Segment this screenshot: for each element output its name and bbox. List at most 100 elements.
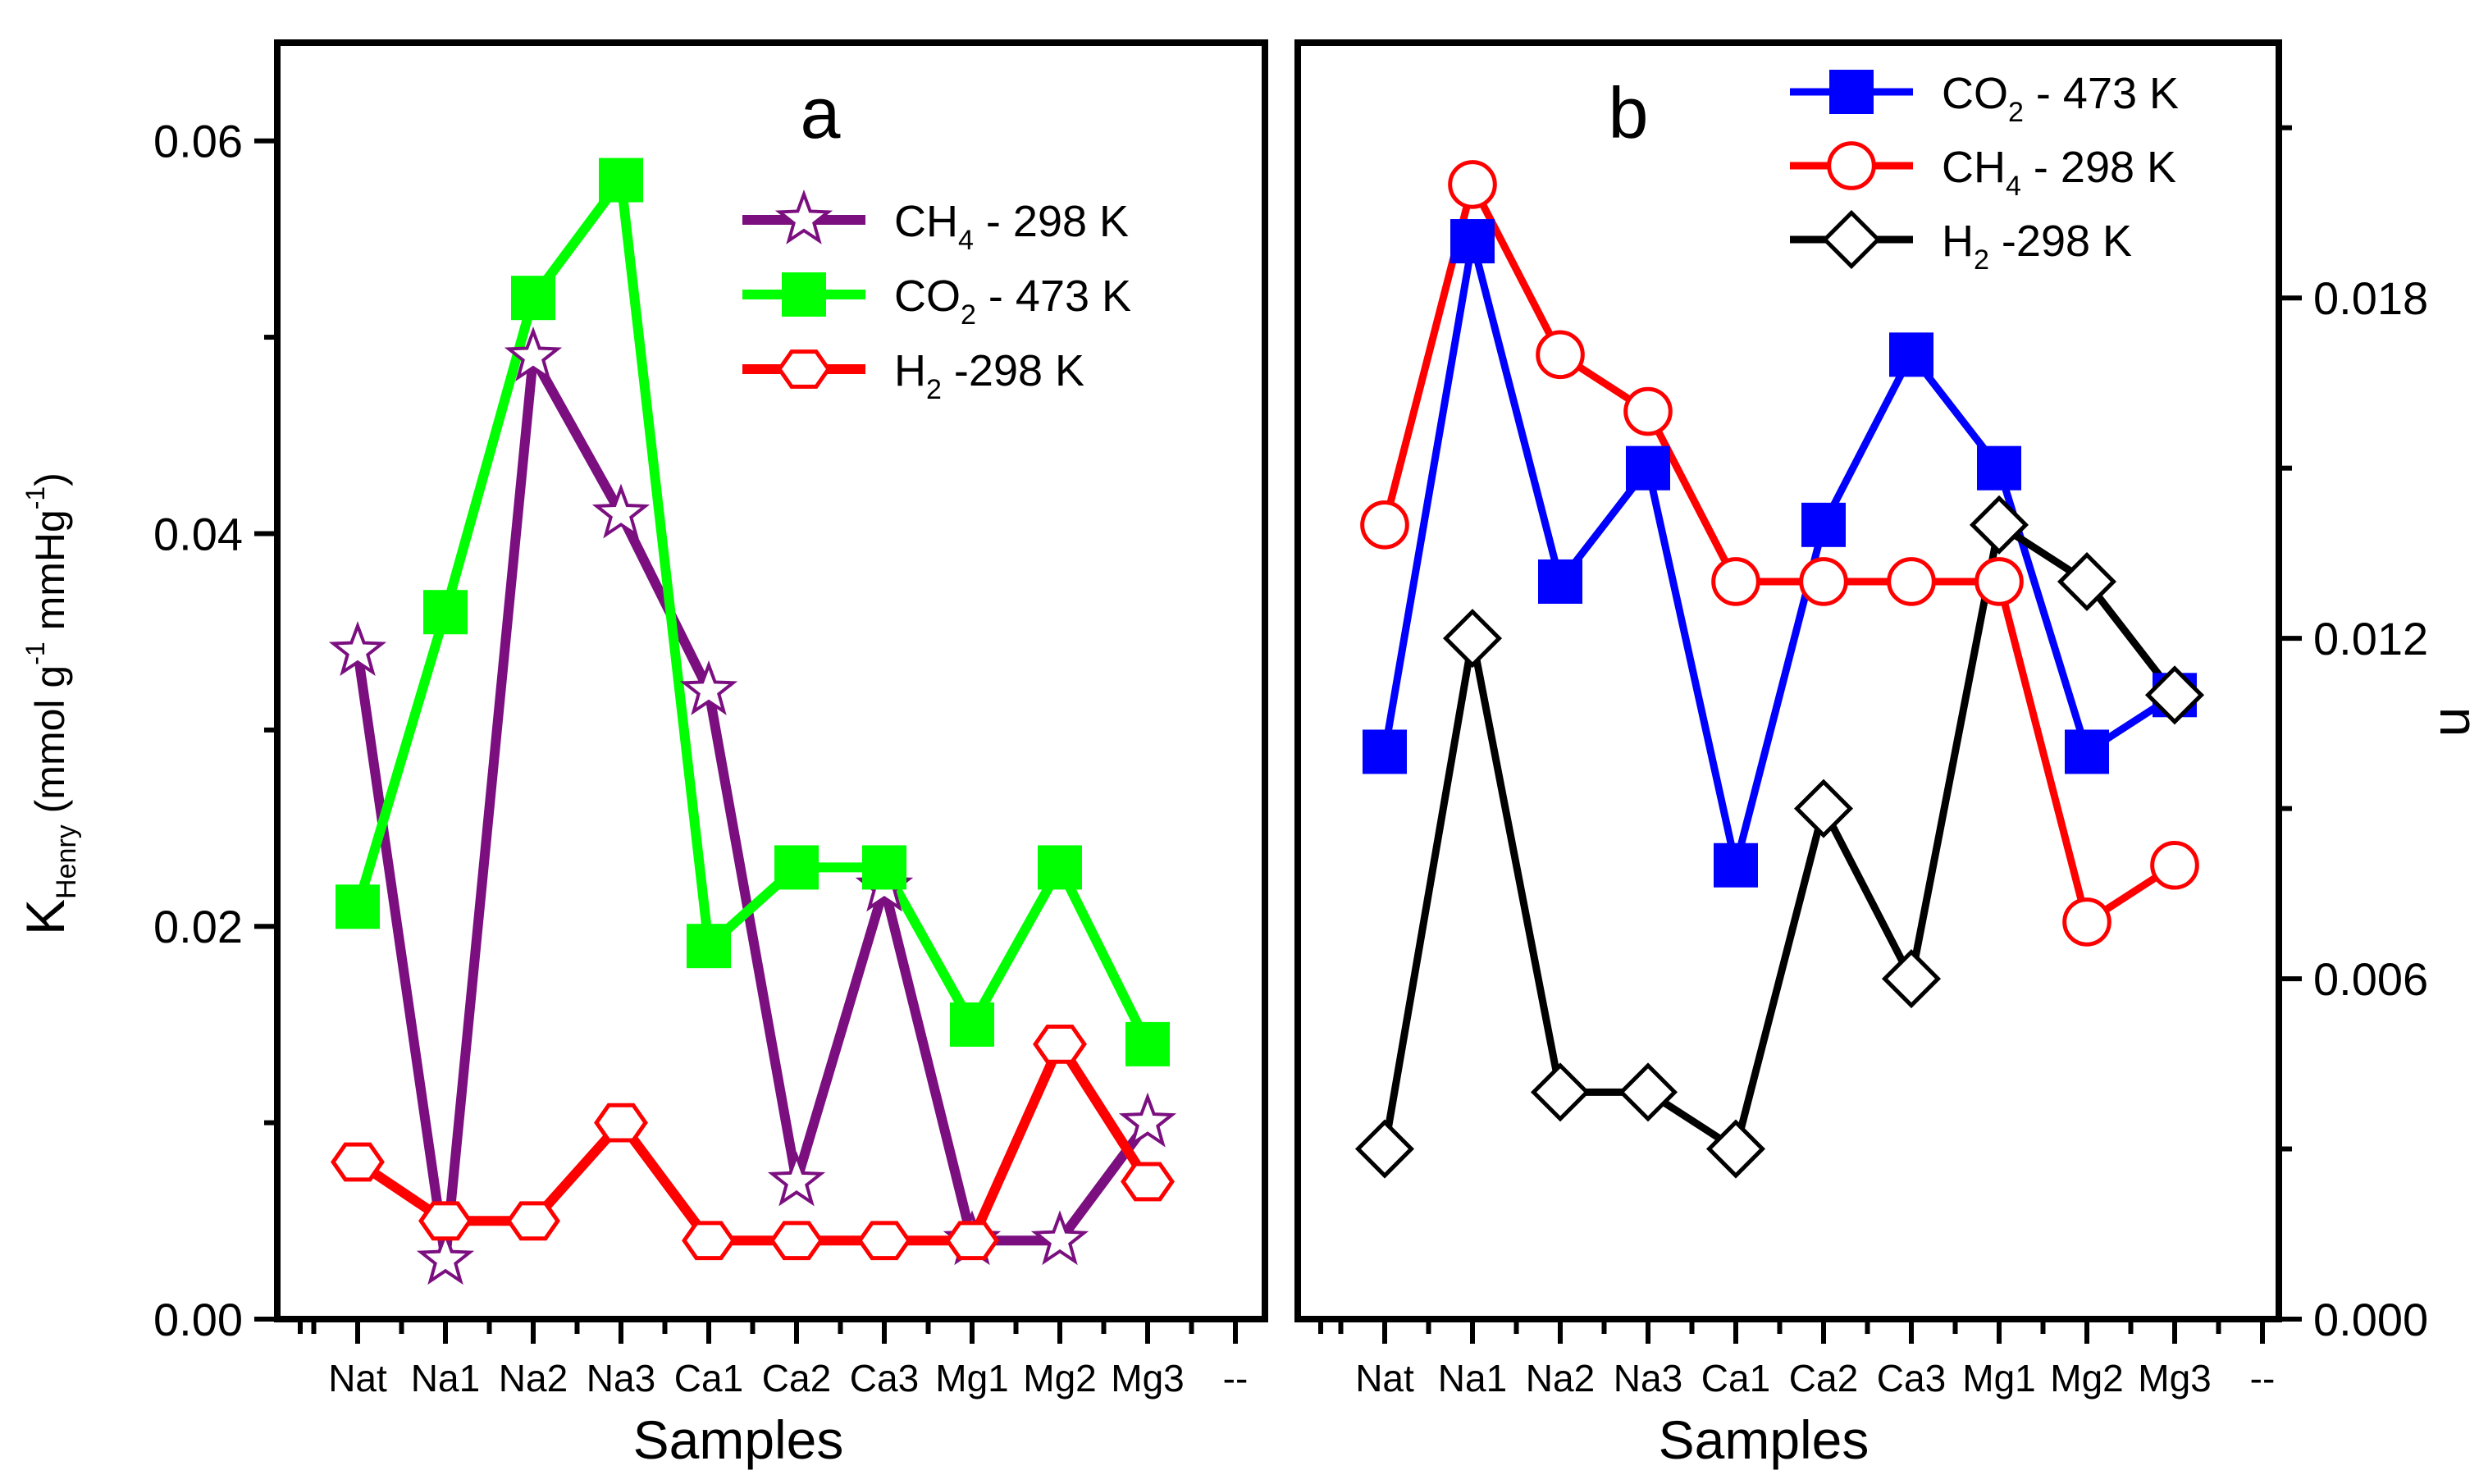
panel-a-legend-item: H2 -298 K: [742, 346, 1084, 405]
panel-a-y-axis-title: KHenry (mmol g-1 mmHg-1): [15, 473, 82, 935]
panel-b-point-co: [1889, 332, 1933, 377]
panel-b-point-h: [2144, 665, 2205, 725]
panel-b-label: b: [1609, 72, 1649, 153]
panel-b-x-tick-label: Ca1: [1701, 1357, 1770, 1400]
panel-b-point-co: [1363, 729, 1407, 774]
panel-a-x-tick-label: Ca2: [762, 1357, 831, 1400]
panel-a-point-co: [862, 845, 906, 890]
panel-b-x-tick-label: Mg2: [2050, 1357, 2123, 1400]
panel-a-legend-marker: [782, 272, 826, 317]
panel-b-x-tick-label: --: [2250, 1357, 2276, 1400]
panel-a-point-co: [423, 590, 468, 635]
panel-a-point-h: [506, 1201, 560, 1241]
panel-b-series-line-h: [1381, 521, 2178, 1153]
panel-b-legend: CO2 - 473 K CH4 - 298 K H2 -298 K: [1790, 69, 2179, 276]
panel-a-legend-marker: [777, 349, 831, 389]
panel-b-point-co: [1626, 445, 1670, 491]
panel-b-ticks: Nat Na1 Na2 Na3 Ca1 Ca2 Ca3 Mg1 Mg2 Mg3 -- 0.000 0.0…: [1318, 125, 2428, 1400]
panel-a-legend-label: CH4 - 298 K: [894, 197, 1129, 256]
panel-a-y-axis-units-sup-2: -1: [21, 486, 50, 509]
panel-a-point-h: [331, 1142, 385, 1182]
panel-b-point-h: [1881, 949, 1942, 1009]
panel-a-point-co: [774, 845, 819, 890]
panel-a-x-tick-label: Ca3: [850, 1357, 919, 1400]
panel-b-chart: Nat Na1 Na2 Na3 Ca1 Ca2 Ca3 Mg1 Mg2 Mg3 -- 0.000 0.0…: [1294, 39, 2479, 1470]
panel-b-y-axis-title: n: [2429, 707, 2479, 737]
panel-b-legend-marker: [1829, 70, 1874, 114]
panel-b-x-tick-label: Nat: [1355, 1357, 1414, 1400]
panel-a-x-tick-label: Mg3: [1111, 1357, 1184, 1400]
panel-a-axes-frame: [274, 39, 1268, 1322]
panel-b-point-h: [1705, 1119, 1766, 1179]
panel-b-series-line-co: [1381, 237, 2177, 870]
panel-a-point-h: [682, 1221, 736, 1261]
panel-b-point-h: [1618, 1062, 1678, 1122]
panel-a-point-co: [511, 276, 555, 321]
panel-b-point-ch: [1799, 557, 1848, 606]
panel-b-point-ch: [1623, 386, 1673, 436]
panel-b-x-tick-label: Mg3: [2138, 1357, 2211, 1400]
panel-a-point-ch: [767, 1151, 826, 1207]
panel-a-y-tick-label: 0.06: [153, 116, 243, 167]
panel-b-point-h: [1530, 1062, 1591, 1122]
panel-a-label: a: [801, 72, 841, 153]
panel-a-point-h: [1121, 1162, 1175, 1202]
panel-b-point-co: [2065, 729, 2109, 774]
panel-a-point-h: [1033, 1024, 1087, 1064]
panel-a-legend: CH4 - 298 K CO2 - 473 K H2 -298 K: [742, 189, 1131, 405]
panel-b-point-h: [1969, 495, 2029, 555]
panel-a-y-axis-subscript: Henry: [51, 824, 82, 899]
panel-a-x-tick-label: --: [1223, 1357, 1249, 1400]
panel-b-point-ch: [1711, 557, 1760, 606]
panel-a-point-ch: [504, 326, 563, 381]
panel-b-point-h: [1354, 1119, 1415, 1179]
panel-b-series-line-ch: [1381, 180, 2177, 926]
panel-b-plot-frame: [1294, 39, 2282, 1322]
panel-b-legend-label: H2 -298 K: [1942, 217, 2132, 276]
panel-a-x-tick-label: Mg1: [935, 1357, 1008, 1400]
svg-text:KHenry (mmol g-1 mmHg-1): KHenry (mmol g-1 mmHg-1): [15, 473, 82, 935]
panel-b-y-tick-label: 0.006: [2313, 953, 2428, 1005]
panel-a-point-co: [687, 924, 731, 969]
panel-a-legend-item: CO2 - 473 K: [742, 272, 1131, 331]
panel-b-x-tick-label: Mg1: [1962, 1357, 2035, 1400]
panel-a-y-tick-label: 0.04: [153, 508, 243, 559]
panel-b-legend-marker: [1821, 209, 1882, 270]
panel-a-series: [328, 158, 1177, 1285]
panel-b-legend-item: H2 -298 K: [1790, 209, 2132, 276]
panel-a-point-h: [418, 1201, 473, 1241]
panel-a-point-ch: [328, 621, 387, 677]
panel-b-x-tick-label: Ca3: [1877, 1357, 1946, 1400]
panel-a-legend-item: CH4 - 298 K: [742, 189, 1129, 256]
panel-b-axes-frame: [1294, 39, 2282, 1322]
panel-a-point-h: [769, 1221, 824, 1261]
panel-b-x-tick-label: Ca2: [1789, 1357, 1858, 1400]
panel-b-point-ch: [1536, 330, 1585, 380]
panel-b-legend-marker: [1827, 141, 1876, 190]
panel-a-x-tick-label: Na3: [587, 1357, 655, 1400]
panel-a-y-axis-units-2: mmHg: [27, 509, 73, 642]
panel-a-point-h: [594, 1103, 648, 1143]
panel-a-plot-frame: [274, 39, 1268, 1322]
panel-a-y-axis-units-1: (mmol g: [27, 665, 73, 814]
panel-b-point-h: [2057, 551, 2117, 612]
panel-b-point-co: [1977, 445, 2021, 491]
panel-a-y-axis-units-sup-1: -1: [21, 642, 50, 664]
panel-a-y-tick-label: 0.02: [153, 901, 243, 952]
panel-a-x-axis-title: Samples: [633, 1409, 844, 1470]
panel-b-point-ch: [2150, 840, 2199, 890]
panel-a-legend-label: CO2 - 473 K: [894, 272, 1131, 331]
panel-b-legend-item: CO2 - 473 K: [1790, 69, 2179, 128]
panel-b-point-ch: [2062, 897, 2111, 947]
panel-a-y-axis-units-3: ): [27, 473, 73, 486]
panel-b-x-tick-label: Na3: [1614, 1357, 1682, 1400]
panel-a-point-ch: [679, 660, 738, 715]
panel-b-point-ch: [1975, 557, 2024, 606]
panel-b-legend-label: CH4 - 298 K: [1942, 143, 2176, 202]
panel-a-x-tick-label: Mg2: [1023, 1357, 1096, 1400]
panel-b-point-ch: [1448, 160, 1497, 209]
panel-a-point-co: [336, 884, 380, 929]
panel-a-ticks: Nat Na1 Na2 Na3 Ca1 Ca2 Ca3 Mg1 Mg2 Mg3 -- 0.00 0.02…: [153, 116, 1248, 1400]
panel-a-x-tick-label: Na1: [411, 1357, 480, 1400]
